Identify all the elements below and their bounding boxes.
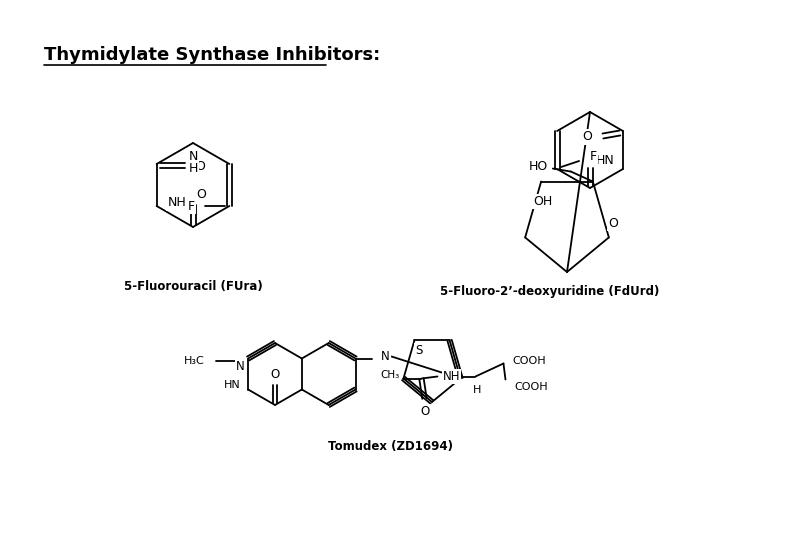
Text: F: F [590, 151, 597, 164]
Text: Tomudex (ZD1694): Tomudex (ZD1694) [327, 440, 453, 453]
Text: O: O [593, 152, 603, 165]
Text: COOH: COOH [513, 355, 546, 366]
Text: N: N [236, 360, 245, 373]
Text: OH: OH [534, 195, 552, 208]
Text: O: O [196, 159, 206, 172]
Text: N: N [382, 350, 390, 363]
Text: NH: NH [443, 370, 460, 383]
Text: F: F [188, 199, 195, 213]
Text: HO: HO [529, 160, 548, 173]
Text: O: O [608, 217, 618, 230]
Text: O: O [582, 131, 592, 144]
Text: NH: NH [167, 197, 186, 210]
Text: Thymidylate Synthase Inhibitors:: Thymidylate Synthase Inhibitors: [44, 46, 380, 64]
Text: O: O [421, 405, 430, 418]
Text: H₃C: H₃C [184, 355, 205, 366]
Text: 5-Fluoro-2’-deoxyuridine (FdUrd): 5-Fluoro-2’-deoxyuridine (FdUrd) [441, 285, 659, 298]
Text: H: H [188, 163, 198, 176]
Text: N: N [188, 151, 198, 164]
Text: COOH: COOH [514, 381, 548, 391]
Text: HN: HN [595, 154, 614, 167]
Text: O: O [196, 187, 206, 200]
Text: HN: HN [224, 381, 241, 390]
Text: CH₃: CH₃ [380, 369, 399, 380]
Text: O: O [271, 368, 279, 381]
Text: 5-Fluorouracil (FUra): 5-Fluorouracil (FUra) [124, 280, 262, 293]
Text: S: S [416, 344, 423, 357]
Text: H: H [473, 384, 482, 395]
